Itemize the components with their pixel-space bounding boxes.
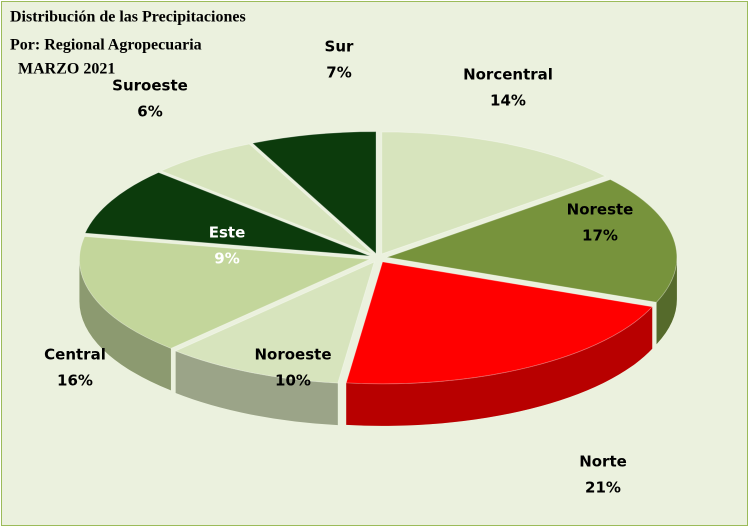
slice-side — [656, 257, 677, 345]
slice-label: Sur — [325, 38, 354, 56]
slice-label: Central — [44, 346, 106, 364]
value-label: 6% — [137, 103, 162, 121]
value-label: 21% — [585, 479, 621, 497]
slice-sides — [79, 257, 677, 426]
slice-label: Noreste — [567, 201, 634, 219]
value-label: 7% — [326, 64, 351, 82]
slice-side-shade — [656, 257, 677, 345]
value-label: 17% — [582, 227, 618, 245]
chart-date: MARZO 2021 — [18, 61, 115, 78]
slice-label: Norcentral — [463, 66, 553, 84]
slice — [251, 131, 377, 255]
slice — [84, 172, 371, 257]
chart-title: Distribución de las Precipitaciones — [10, 9, 246, 26]
slice — [174, 261, 375, 384]
slice-side-shade — [79, 259, 171, 391]
slice-side-shade — [346, 306, 653, 426]
value-label: 10% — [275, 372, 311, 390]
chart-subtitle: Por: Regional Agropecuaria — [10, 37, 202, 54]
value-label: 14% — [490, 92, 526, 110]
value-label: 16% — [57, 372, 93, 390]
slice — [345, 261, 654, 385]
slice-label: Suroeste — [112, 77, 188, 95]
slice — [381, 131, 607, 255]
slice — [386, 179, 678, 303]
slice-labels: Norcentral 14% Noreste 17% Norte 21% Noroeste 1… — [44, 38, 633, 497]
slice-side — [346, 306, 653, 426]
slice-label: Norte — [579, 453, 627, 471]
slice-side-shade — [175, 351, 338, 426]
slice-tops — [79, 131, 678, 385]
value-label: 9% — [214, 250, 239, 268]
slice-side — [79, 259, 171, 391]
slice-label: Este — [209, 224, 246, 242]
slice — [160, 143, 373, 255]
slice-label: Noroeste — [254, 346, 331, 364]
slice-side — [175, 351, 338, 426]
slice — [79, 236, 370, 349]
